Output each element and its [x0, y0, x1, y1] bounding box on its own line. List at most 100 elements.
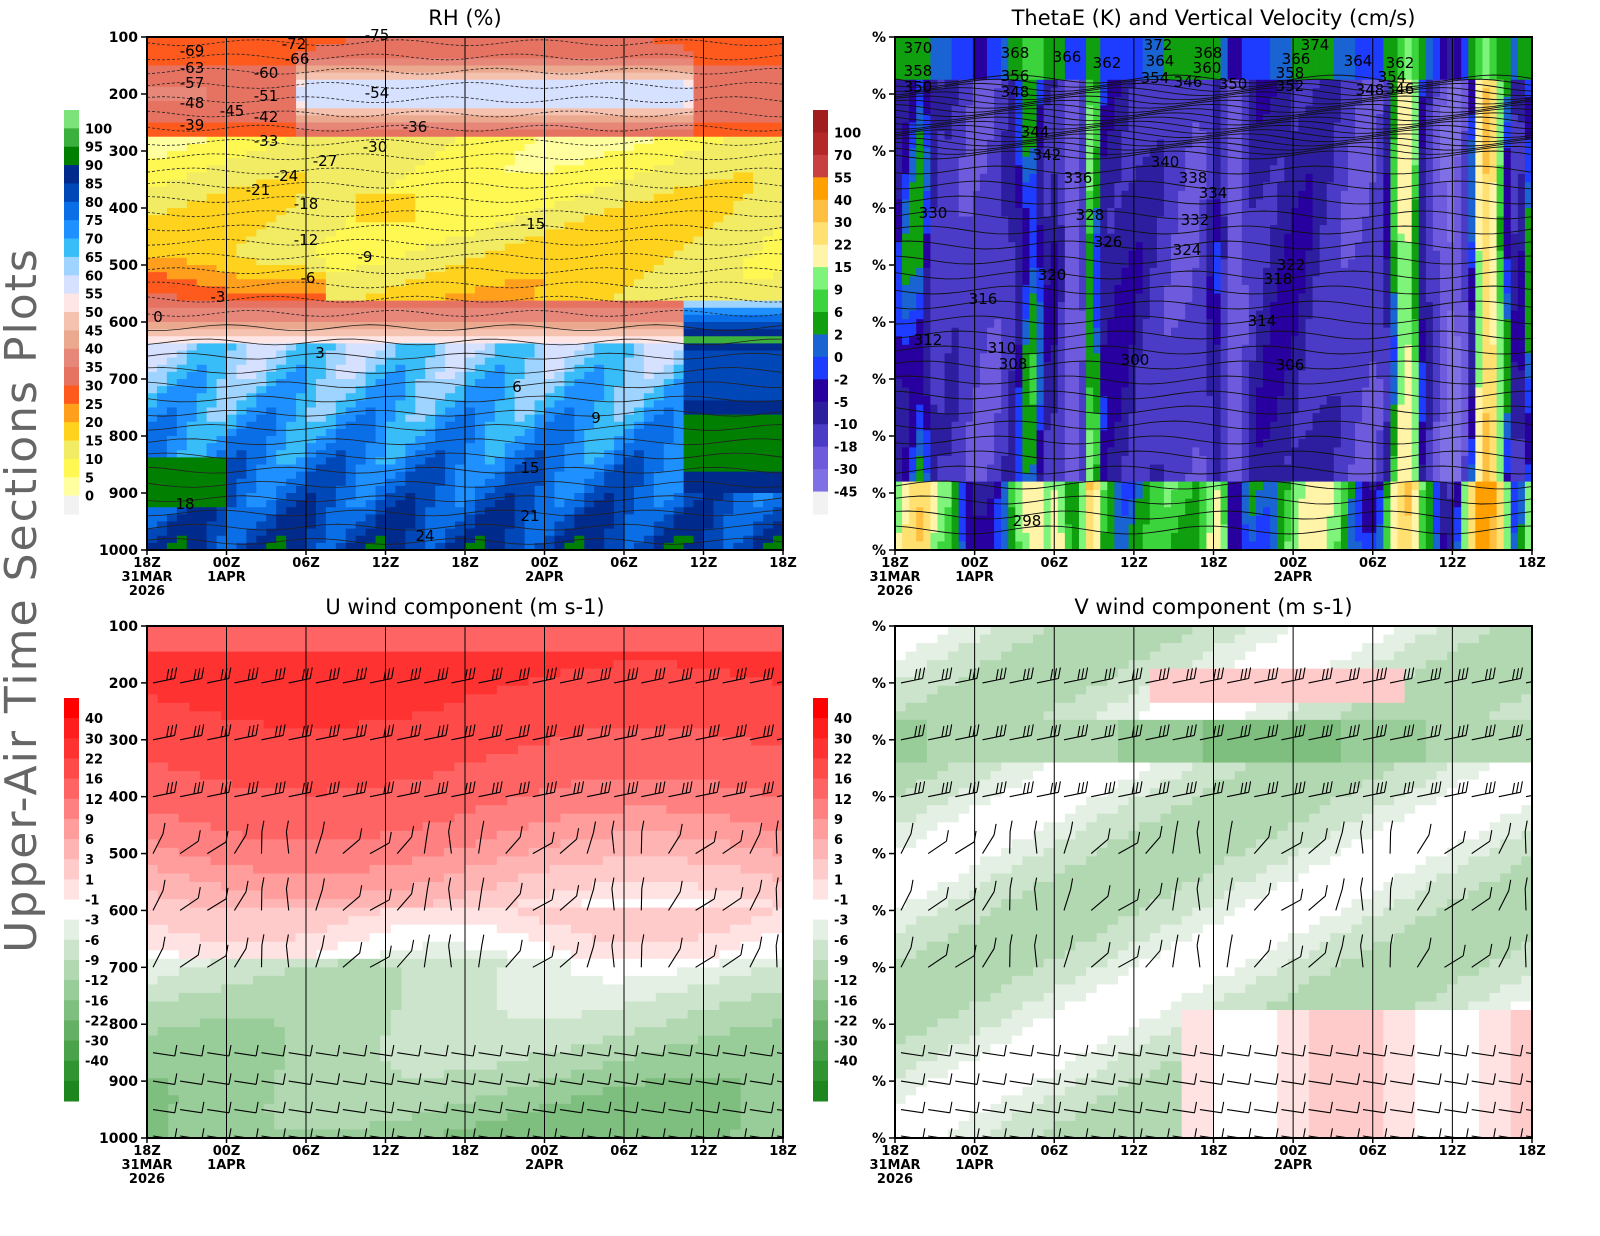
field-cell [306, 414, 317, 423]
field-cell [895, 88, 903, 98]
field-cell [604, 343, 615, 352]
field-cell [624, 94, 635, 102]
field-cell [643, 322, 655, 330]
field-cell [296, 436, 307, 444]
field-cell [455, 314, 466, 323]
field-cell [186, 94, 198, 102]
field-cell [256, 250, 267, 259]
field-cell [156, 521, 168, 530]
field-cell [474, 414, 486, 423]
field-cell [206, 493, 218, 501]
field-cell [604, 58, 615, 67]
field-cell [375, 528, 387, 537]
field-cell [335, 357, 347, 366]
field-cell [743, 265, 754, 273]
field-cell [614, 208, 625, 216]
field-cell [236, 257, 247, 266]
field-cell [653, 350, 665, 359]
field-cell [763, 535, 774, 544]
field-cell [256, 172, 267, 181]
field-cell [733, 357, 744, 366]
field-cell [425, 528, 436, 537]
field-cell [713, 428, 724, 437]
field-cell [166, 371, 178, 380]
field-cell [276, 172, 287, 181]
field-cell [365, 172, 377, 181]
field-cell [614, 72, 625, 81]
field-cell [743, 379, 754, 387]
field-cell [236, 357, 247, 366]
field-cell [534, 443, 546, 451]
field-cell [335, 86, 347, 95]
field-cell [236, 265, 247, 273]
field-cell [753, 158, 764, 166]
field-cell [614, 94, 625, 102]
field-cell [425, 129, 436, 138]
field-cell [909, 524, 917, 534]
field-cell [365, 414, 377, 423]
field-cell [683, 293, 695, 302]
field-cell [465, 215, 476, 223]
field-cell [296, 322, 307, 330]
field-cell [435, 528, 446, 537]
field-cell [494, 193, 506, 202]
field-cell [465, 172, 476, 181]
field-cell [335, 493, 347, 501]
field-cell [415, 143, 426, 152]
field-cell [385, 243, 397, 252]
field-cell [713, 514, 724, 523]
field-cell [166, 79, 178, 88]
field-cell [564, 279, 575, 287]
field-cell [916, 96, 924, 106]
field-cell [216, 386, 228, 394]
field-cell [723, 521, 734, 530]
field-cell [246, 400, 257, 409]
field-cell [544, 414, 556, 423]
field-cell [405, 257, 416, 266]
field-cell [504, 300, 516, 309]
field-cell [206, 450, 218, 458]
field-cell [693, 151, 705, 159]
field-cell [196, 193, 208, 202]
field-cell [723, 158, 734, 166]
field-cell [325, 478, 337, 487]
field-cell [773, 407, 783, 416]
field-cell [703, 279, 715, 287]
field-cell [286, 172, 297, 181]
field-cell [276, 343, 287, 352]
field-cell [266, 143, 277, 152]
field-cell [723, 464, 734, 473]
field-cell [306, 329, 317, 337]
colorbar-label: 25 [85, 398, 103, 413]
field-cell [663, 364, 675, 373]
field-cell [584, 179, 595, 188]
field-cell [753, 122, 764, 131]
field-cell [425, 200, 436, 209]
field-cell [643, 151, 655, 159]
field-cell [902, 250, 910, 260]
field-cell [246, 79, 257, 88]
field-cell [713, 421, 724, 430]
field-cell [465, 165, 476, 173]
field-cell [514, 215, 526, 223]
field-cell [594, 179, 605, 188]
field-cell [504, 535, 516, 544]
field-cell [375, 514, 387, 523]
field-cell [713, 314, 724, 323]
field-cell [325, 414, 337, 423]
field-cell [544, 343, 556, 352]
field-cell [296, 186, 307, 195]
field-cell [693, 350, 705, 359]
field-cell [916, 113, 924, 124]
field-cell [266, 314, 277, 323]
field-cell [365, 65, 377, 74]
field-cell [306, 400, 317, 409]
field-cell [594, 286, 605, 295]
field-cell [895, 62, 903, 72]
field-cell [604, 286, 615, 295]
field-cell [216, 243, 228, 252]
field-cell [325, 51, 337, 59]
field-cell [554, 400, 565, 409]
field-cell [554, 265, 565, 273]
field-cell [743, 457, 754, 466]
